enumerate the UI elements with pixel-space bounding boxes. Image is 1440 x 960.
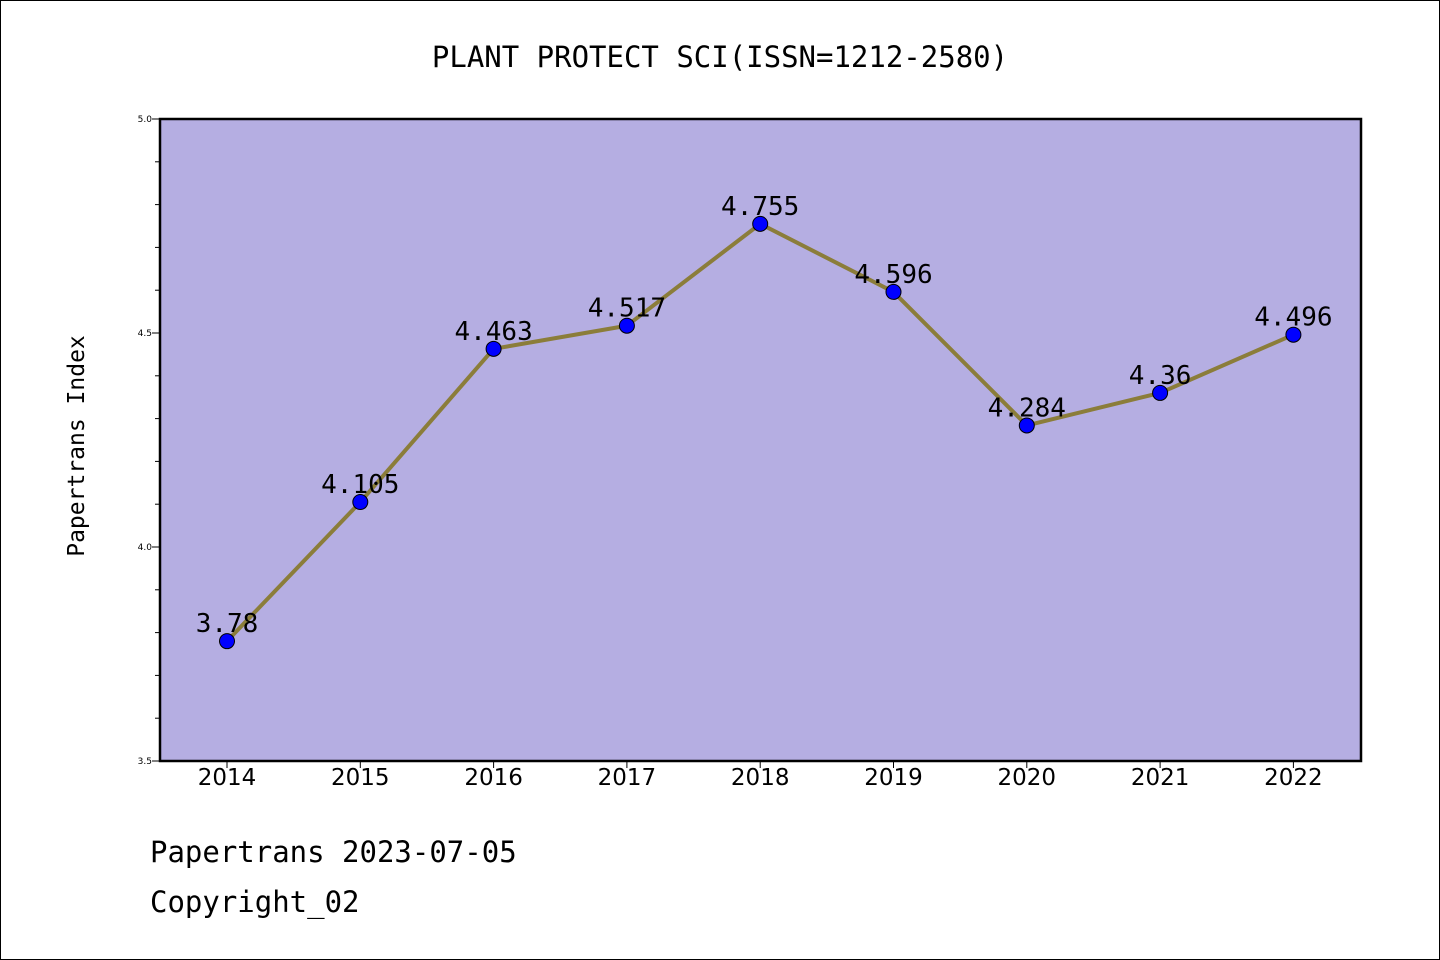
data-point <box>485 340 502 357</box>
data-point <box>1018 417 1035 434</box>
y-tick-label: 4.0 <box>138 543 153 553</box>
y-tick-label: 3.5 <box>138 757 152 767</box>
data-point <box>219 633 235 650</box>
data-label: 4.463 <box>454 317 532 347</box>
data-label: 4.36 <box>1129 361 1192 391</box>
chart-title: PLANT PROTECT SCI(ISSN=1212-2580) <box>432 40 1008 74</box>
x-tick-label: 2022 <box>1264 765 1323 791</box>
data-label: 4.755 <box>721 192 799 222</box>
source-date-text: Papertrans 2023-07-05 <box>150 835 517 869</box>
y-tick-label: 4.5 <box>138 329 152 339</box>
data-point <box>618 317 635 334</box>
data-label: 3.78 <box>196 609 259 639</box>
data-point <box>1152 384 1169 401</box>
series-layer: 3.78 4.105 4.463 4.517 4.755 4.596 4.284 4.36 4.… <box>196 192 1333 650</box>
data-label: 4.517 <box>588 294 666 324</box>
copyright-text: Copyright_02 <box>150 885 360 919</box>
x-tick-label: 2017 <box>598 765 657 791</box>
y-tick-label: 5.0 <box>138 115 153 125</box>
x-tick-label: 2018 <box>731 765 790 791</box>
data-point <box>352 494 369 511</box>
x-tick-label: 2020 <box>998 765 1057 791</box>
y-axis: 3.5 4.0 4.5 5.0 <box>138 115 160 767</box>
data-label: 4.596 <box>854 260 932 290</box>
x-tick-label: 2019 <box>864 765 923 791</box>
x-axis: 2014 2015 2016 2017 2018 2019 2020 2021 2022 <box>198 761 1323 791</box>
data-label: 4.105 <box>321 470 399 500</box>
data-point <box>1285 326 1302 343</box>
x-tick-label: 2016 <box>464 765 523 791</box>
data-label: 4.496 <box>1254 303 1332 333</box>
data-point <box>752 215 769 232</box>
data-point <box>885 283 902 300</box>
y-axis-label: Papertrans Index <box>64 335 90 557</box>
x-tick-label: 2014 <box>198 765 257 791</box>
data-label: 4.284 <box>988 393 1066 423</box>
x-tick-label: 2021 <box>1131 765 1190 791</box>
x-tick-label: 2015 <box>331 765 390 791</box>
